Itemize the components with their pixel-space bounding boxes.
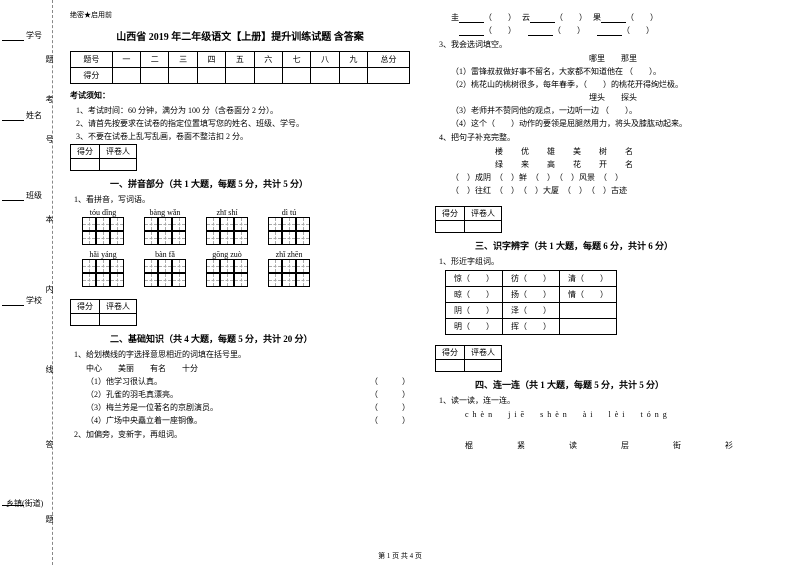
margin-kao: 考 (44, 95, 55, 103)
secret-label: 绝密★启用前 (70, 10, 410, 20)
sec1-q1: 1、看拼音，写词语。 (74, 194, 410, 205)
margin-da: 答 (44, 440, 55, 448)
instr-1: 1、考试时间：60 分钟，满分为 100 分（含卷面分 2 分）。 (76, 105, 410, 116)
margin-ti2: 题 (44, 515, 55, 523)
sec2-words: 中心 美丽 有名 十分 (86, 363, 410, 374)
sec3-pair1: 哪里 那里 (451, 53, 775, 64)
tianzige[interactable] (82, 217, 124, 245)
section3-title: 三、识字辨字（共 1 大题，每题 6 分，共计 6 分） (475, 239, 775, 252)
section1-title: 一、拼音部分（共 1 大题，每题 5 分，共计 5 分） (110, 177, 410, 190)
sec3-l4: （4）这个（ ）动作的要领是屈腿然用力，将头及膝肱动起来。 (451, 118, 775, 129)
fill-row2: 绿来高花开名 (495, 159, 775, 170)
instr-2: 2、请首先按要求在试卷的指定位置填写您的姓名、班级、学号。 (76, 118, 410, 129)
margin-nei: 内 (44, 285, 55, 293)
pinyin-row-1: tóu dǐng bàng wǎn zhī shí dì tú (82, 208, 410, 247)
exam-title: 山西省 2019 年二年级语文【上册】提升训练试题 含答案 (70, 28, 410, 43)
instr-3: 3、不要在试卷上乱写乱画，卷面不整洁扣 2 分。 (76, 131, 410, 142)
sec3-q: 3、我会选词填空。 (439, 39, 775, 50)
score-table: 题号 一 二 三 四 五 六 七 八 九 总分 得分 (70, 51, 410, 84)
ly-q: 1、读一读，连一连。 (439, 395, 775, 406)
section4-title: 四、连一连（共 1 大题，每题 5 分，共计 5 分） (475, 378, 775, 391)
char-table: 惊（ ）彷（ ）清（ ） 晾（ ）扬（ ）情（ ） 阴（ ）泽（ ） 明（ ）挥… (445, 270, 617, 335)
margin-ti: 题 (44, 55, 55, 63)
instructions-title: 考试须知： (70, 90, 410, 101)
margin-xian: 线 (44, 365, 55, 373)
sec3-l3: （3）老师并不赞同他的观点，一边听一边 （ ）。 (451, 105, 775, 116)
ly-pinyin: chèn jiē shèn ài lèi tóng (465, 409, 775, 420)
label-xuehao: 学号 (26, 30, 42, 41)
score-h0: 题号 (71, 52, 113, 68)
label-xiangzhen: 乡镇(街道) (6, 498, 43, 509)
ly-chars: 棍 紧 读 层 街 衫 (465, 440, 775, 451)
fill-row1: 楼优雄美树名 (495, 146, 775, 157)
label-xingming: 姓名 (26, 110, 42, 121)
label-banji: 班级 (26, 190, 42, 201)
sec3-l1: （1）雷锋叔叔做好事不留名，大家都不知道他在 （ ）。 (451, 66, 775, 77)
label-xuexiao: 学校 (26, 295, 42, 306)
pinyin-row-2: hǎi yáng bàn fǎ gōng zuò zhǐ zhēn (82, 250, 410, 289)
sec3-pair2: 埋头 探头 (451, 92, 775, 103)
sec3-l2: （2）桃花山的桃树很多，每年春季，（ ）的桃花开得绚烂极。 (451, 79, 775, 90)
sec2-q2: 2、加偏旁，变新字，再组词。 (74, 429, 410, 440)
scorebox-2: 得分评卷人 (70, 299, 137, 326)
margin-ben: 本 (44, 215, 55, 223)
scorebox-4: 得分评卷人 (435, 345, 502, 372)
sec2-q1: 1、给划横线的字选择意思相近的词填在括号里。 (74, 349, 410, 360)
sec4-q: 4、把句子补充完整。 (439, 132, 775, 143)
radical-row: 圭（ ） 云（ ） 果（ ） (451, 12, 775, 23)
scorebox-3: 得分评卷人 (435, 206, 502, 233)
section2-title: 二、基础知识（共 4 大题，每题 5 分，共计 20 分） (110, 332, 410, 345)
iz-q: 1、形近字组词。 (439, 256, 775, 267)
scorebox-1: 得分评卷人 (70, 144, 137, 171)
score-row-label: 得分 (71, 68, 113, 84)
page-footer: 第 1 页 共 4 页 (0, 551, 800, 561)
margin-hao: 号 (44, 135, 55, 143)
